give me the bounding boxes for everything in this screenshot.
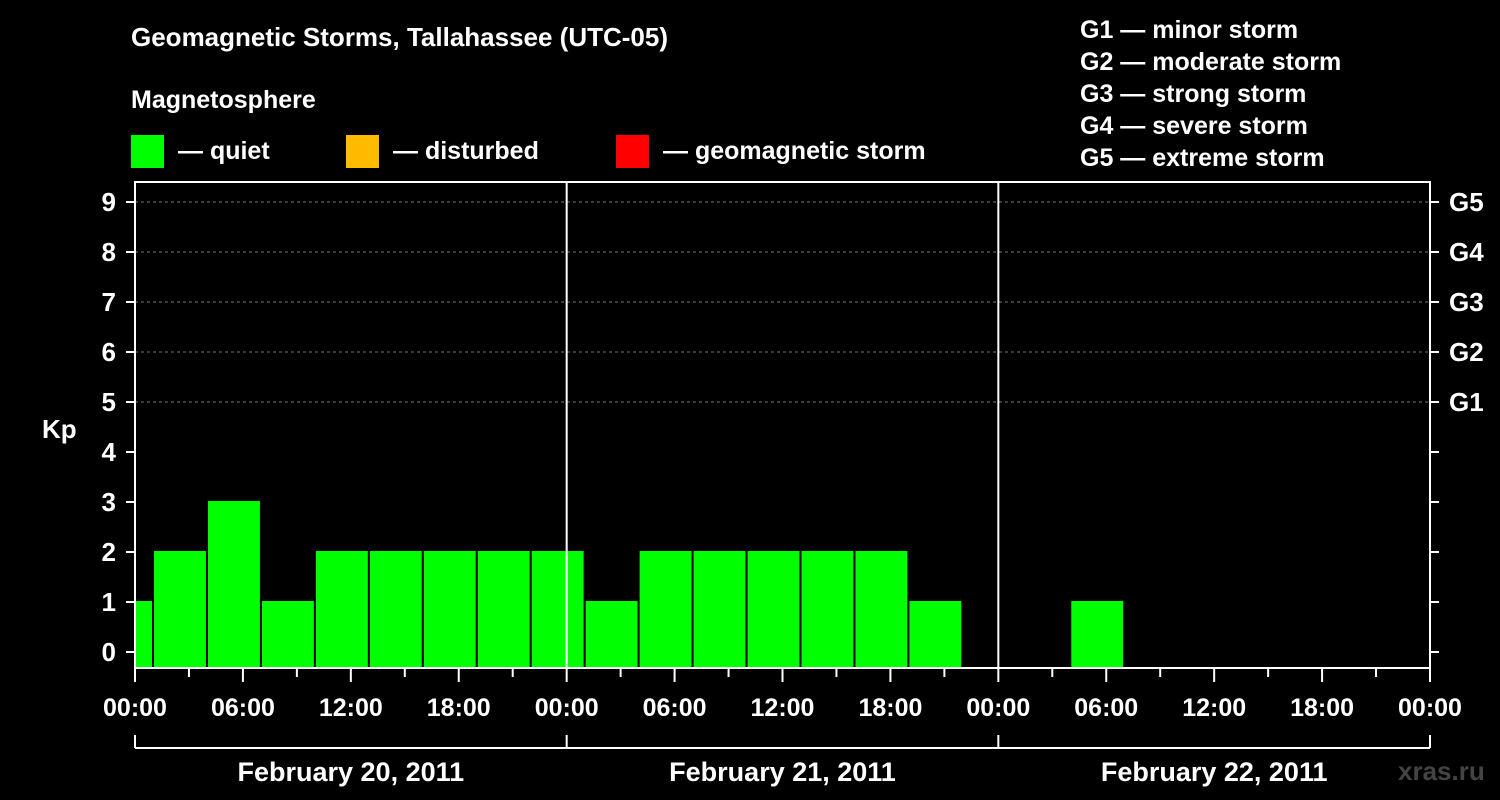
legend-item-quiet: — quiet xyxy=(131,134,270,168)
storm-scale-legend: G1 — minor storm G2 — moderate storm G3 … xyxy=(1080,14,1341,174)
x-tick-label-7: 18:00 xyxy=(858,694,922,722)
bar-2 xyxy=(207,501,260,668)
bar-3 xyxy=(261,601,314,668)
right-axis-label-g4: G4 xyxy=(1449,237,1484,267)
y-tick-label-5: 5 xyxy=(102,387,116,417)
x-tick-label-9: 06:00 xyxy=(1074,694,1138,722)
y-tick-label-1: 1 xyxy=(102,587,116,617)
y-tick-label-3: 3 xyxy=(102,487,116,517)
legend-item-storm: — geomagnetic storm xyxy=(616,134,926,168)
legend-label-disturbed: — disturbed xyxy=(393,136,539,165)
legend-label-storm: — geomagnetic storm xyxy=(663,136,926,165)
x-tick-label-5: 06:00 xyxy=(643,694,707,722)
x-tick-label-0: 00:00 xyxy=(103,694,167,722)
bar-9 xyxy=(585,601,638,668)
legend-item-disturbed: — disturbed xyxy=(346,134,539,168)
bar-5 xyxy=(369,551,422,668)
x-tick-label-4: 00:00 xyxy=(535,694,599,722)
bar-1 xyxy=(153,551,206,668)
right-axis-label-g1: G1 xyxy=(1449,387,1484,417)
storm-scale-g2: G2 — moderate storm xyxy=(1080,48,1342,76)
y-tick-label-4: 4 xyxy=(102,437,117,467)
y-tick-label-9: 9 xyxy=(102,187,116,217)
y-tick-label-0: 0 xyxy=(102,637,116,667)
y-tick-label-8: 8 xyxy=(102,237,116,267)
y-tick-label-6: 6 xyxy=(102,337,116,367)
legend-heading: Magnetosphere xyxy=(131,86,316,114)
right-axis-label-g2: G2 xyxy=(1449,337,1484,367)
bar-12 xyxy=(747,551,800,668)
legend-swatch-disturbed xyxy=(346,134,379,168)
storm-scale-g1: G1 — minor storm xyxy=(1080,16,1299,44)
bar-4 xyxy=(315,551,368,668)
date-label-0: February 20, 2011 xyxy=(238,757,465,787)
bar-16 xyxy=(1071,601,1124,668)
legend-swatch-quiet xyxy=(131,134,164,168)
x-tick-label-2: 12:00 xyxy=(319,694,383,722)
date-label-1: February 21, 2011 xyxy=(669,757,896,787)
x-tick-label-11: 18:00 xyxy=(1290,694,1354,722)
y-tick-label-7: 7 xyxy=(102,287,116,317)
bar-6 xyxy=(423,551,476,668)
legend-label-quiet: — quiet xyxy=(178,136,270,165)
x-tick-label-6: 12:00 xyxy=(751,694,815,722)
bar-11 xyxy=(693,551,746,668)
bar-14 xyxy=(855,551,908,668)
bar-8 xyxy=(531,551,584,668)
x-tick-label-10: 12:00 xyxy=(1182,694,1246,722)
x-tick-label-12: 00:00 xyxy=(1398,694,1462,722)
x-tick-label-3: 18:00 xyxy=(427,694,491,722)
y-axis-label: Kp xyxy=(42,414,77,444)
chart-title: Geomagnetic Storms, Tallahassee (UTC-05) xyxy=(131,22,669,52)
date-label-2: February 22, 2011 xyxy=(1101,757,1328,787)
y-tick-label-2: 2 xyxy=(102,537,116,567)
bar-13 xyxy=(801,551,854,668)
bar-10 xyxy=(639,551,692,668)
x-tick-label-1: 06:00 xyxy=(211,694,275,722)
storm-scale-g5: G5 — extreme storm xyxy=(1080,144,1325,172)
storm-scale-g3: G3 — strong storm xyxy=(1080,80,1307,108)
x-tick-label-8: 00:00 xyxy=(966,694,1030,722)
right-axis-label-g5: G5 xyxy=(1449,187,1484,217)
legend-swatch-storm xyxy=(616,134,649,168)
right-axis-label-g3: G3 xyxy=(1449,287,1484,317)
watermark: xras.ru xyxy=(1398,756,1485,786)
bar-0 xyxy=(136,601,152,668)
storm-scale-g4: G4 — severe storm xyxy=(1080,112,1308,140)
bar-7 xyxy=(477,551,530,668)
bar-15 xyxy=(909,601,962,668)
